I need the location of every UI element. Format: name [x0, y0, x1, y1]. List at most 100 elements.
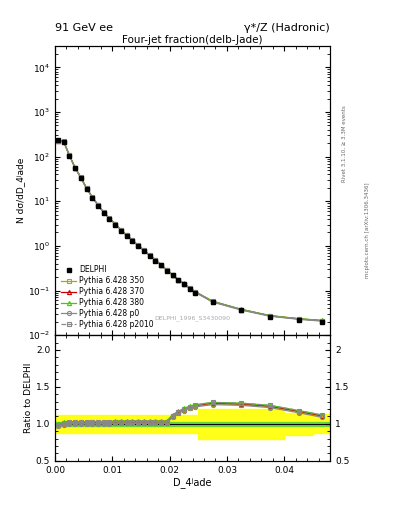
Pythia 6.428 p0: [170, 272, 175, 278]
Pythia 6.428 p0: [119, 227, 123, 233]
Pythia 6.428 380: [107, 215, 112, 221]
Pythia 6.428 p0: [239, 307, 244, 313]
Pythia 6.428 380: [101, 209, 106, 215]
Pythia 6.428 350: [141, 247, 146, 253]
Pythia 6.428 370: [90, 194, 95, 200]
Pythia 6.428 p0: [210, 299, 215, 305]
Pythia 6.428 380: [176, 276, 181, 283]
Pythia 6.428 p0: [296, 316, 301, 323]
Pythia 6.428 p0: [101, 209, 106, 216]
Pythia 6.428 p2010: [61, 138, 66, 144]
Pythia 6.428 380: [136, 242, 140, 248]
Pythia 6.428 p0: [182, 281, 186, 287]
Pythia 6.428 380: [164, 267, 169, 273]
Pythia 6.428 p2010: [193, 289, 198, 295]
Pythia 6.428 p0: [164, 267, 169, 273]
Pythia 6.428 p0: [153, 257, 158, 263]
Pythia 6.428 380: [79, 174, 83, 180]
Y-axis label: N dσ/dD_4ʲade: N dσ/dD_4ʲade: [16, 158, 25, 223]
Pythia 6.428 350: [90, 194, 95, 200]
Pythia 6.428 380: [268, 312, 272, 318]
Pythia 6.428 p2010: [153, 257, 158, 263]
Pythia 6.428 370: [55, 138, 60, 144]
Pythia 6.428 370: [141, 247, 146, 253]
Pythia 6.428 370: [182, 281, 186, 287]
Pythia 6.428 370: [61, 138, 66, 144]
Pythia 6.428 p2010: [55, 138, 60, 144]
Pythia 6.428 370: [210, 298, 215, 305]
Pythia 6.428 350: [182, 281, 186, 287]
Text: Rivet 3.1.10, ≥ 3.3M events: Rivet 3.1.10, ≥ 3.3M events: [342, 105, 347, 182]
Pythia 6.428 p2010: [84, 185, 89, 191]
Pythia 6.428 370: [67, 152, 72, 158]
Pythia 6.428 370: [107, 216, 112, 222]
Pythia 6.428 380: [84, 185, 89, 191]
Pythia 6.428 380: [153, 257, 158, 263]
Pythia 6.428 p2010: [182, 281, 186, 287]
Text: DELPHI_1996_S3430090: DELPHI_1996_S3430090: [154, 315, 231, 321]
Pythia 6.428 p2010: [90, 194, 95, 200]
Pythia 6.428 350: [296, 316, 301, 322]
Pythia 6.428 370: [268, 313, 272, 319]
Line: Pythia 6.428 p2010: Pythia 6.428 p2010: [56, 138, 323, 323]
Pythia 6.428 350: [159, 262, 163, 268]
Legend: DELPHI, Pythia 6.428 350, Pythia 6.428 370, Pythia 6.428 380, Pythia 6.428 p0, P: DELPHI, Pythia 6.428 350, Pythia 6.428 3…: [59, 263, 156, 331]
Pythia 6.428 350: [153, 257, 158, 263]
Pythia 6.428 370: [95, 202, 100, 208]
Pythia 6.428 p0: [90, 195, 95, 201]
Pythia 6.428 350: [239, 307, 244, 313]
Pythia 6.428 p0: [147, 252, 152, 259]
Pythia 6.428 p2010: [141, 247, 146, 253]
Pythia 6.428 380: [113, 221, 118, 227]
Pythia 6.428 p0: [73, 165, 77, 171]
Line: Pythia 6.428 350: Pythia 6.428 350: [56, 139, 323, 323]
Pythia 6.428 p2010: [73, 165, 77, 171]
Pythia 6.428 370: [296, 316, 301, 322]
Text: 91 GeV ee: 91 GeV ee: [55, 23, 113, 33]
Pythia 6.428 380: [296, 315, 301, 322]
Pythia 6.428 p2010: [164, 267, 169, 273]
Pythia 6.428 380: [90, 194, 95, 200]
Text: γ*/Z (Hadronic): γ*/Z (Hadronic): [244, 23, 330, 33]
Pythia 6.428 370: [153, 257, 158, 263]
Pythia 6.428 p0: [84, 185, 89, 191]
Pythia 6.428 370: [170, 272, 175, 278]
Pythia 6.428 380: [61, 138, 66, 144]
Pythia 6.428 p2010: [170, 272, 175, 278]
Pythia 6.428 p0: [61, 139, 66, 145]
Pythia 6.428 p2010: [268, 313, 272, 319]
Pythia 6.428 350: [119, 227, 123, 233]
Pythia 6.428 p2010: [107, 216, 112, 222]
Pythia 6.428 p0: [136, 243, 140, 249]
Pythia 6.428 p2010: [130, 237, 135, 243]
Pythia 6.428 p0: [187, 286, 192, 292]
Pythia 6.428 380: [95, 202, 100, 208]
Pythia 6.428 370: [73, 165, 77, 171]
Pythia 6.428 p2010: [159, 262, 163, 268]
Pythia 6.428 p2010: [124, 232, 129, 238]
Line: Pythia 6.428 p0: Pythia 6.428 p0: [56, 139, 323, 323]
Pythia 6.428 380: [124, 232, 129, 238]
Pythia 6.428 350: [319, 317, 324, 324]
Pythia 6.428 350: [95, 202, 100, 208]
Pythia 6.428 350: [84, 185, 89, 191]
Pythia 6.428 370: [164, 267, 169, 273]
Pythia 6.428 350: [61, 138, 66, 144]
Pythia 6.428 370: [187, 285, 192, 291]
Pythia 6.428 p2010: [119, 227, 123, 233]
Pythia 6.428 350: [210, 298, 215, 305]
Pythia 6.428 370: [130, 237, 135, 243]
Pythia 6.428 p0: [95, 202, 100, 208]
Text: mcplots.cern.ch [arXiv:1306.3436]: mcplots.cern.ch [arXiv:1306.3436]: [365, 183, 371, 278]
Pythia 6.428 380: [147, 252, 152, 258]
Pythia 6.428 370: [176, 276, 181, 283]
Pythia 6.428 p2010: [101, 209, 106, 216]
Pythia 6.428 p2010: [187, 285, 192, 291]
Pythia 6.428 350: [113, 221, 118, 227]
Pythia 6.428 370: [136, 242, 140, 248]
X-axis label: D_4ʲade: D_4ʲade: [173, 477, 212, 488]
Pythia 6.428 380: [67, 152, 72, 158]
Pythia 6.428 p2010: [176, 276, 181, 283]
Pythia 6.428 350: [170, 272, 175, 278]
Pythia 6.428 p0: [124, 232, 129, 239]
